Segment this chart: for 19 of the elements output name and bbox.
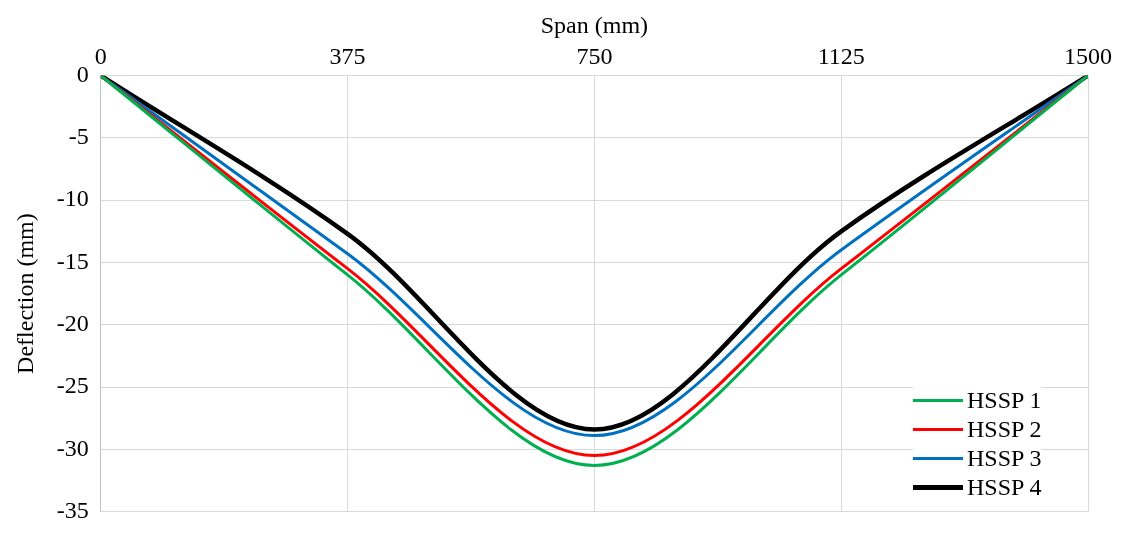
- y-tick-label: -20: [56, 310, 89, 337]
- legend-label: HSSP 3: [967, 443, 1042, 473]
- x-tick-label: 750: [576, 43, 613, 70]
- y-tick-label: -25: [56, 372, 89, 399]
- y-tick-label: -10: [56, 185, 89, 212]
- legend-label: HSSP 2: [967, 414, 1042, 444]
- y-tick-label: -35: [56, 496, 89, 523]
- x-tick-label: 1125: [817, 43, 865, 70]
- x-tick-label: 375: [329, 43, 366, 70]
- y-axis-title: Deflection (mm): [11, 213, 38, 374]
- x-tick-label: 1500: [1064, 43, 1112, 70]
- y-tick-label: -5: [68, 123, 89, 150]
- legend-label: HSSP 4: [967, 472, 1042, 502]
- x-tick-label: 0: [94, 43, 107, 70]
- y-tick-label: -15: [56, 247, 89, 274]
- x-axis-title: Span (mm): [540, 11, 649, 38]
- legend-label: HSSP 1: [967, 385, 1042, 415]
- y-tick-label: 0: [76, 60, 89, 87]
- y-tick-label: -30: [56, 434, 89, 461]
